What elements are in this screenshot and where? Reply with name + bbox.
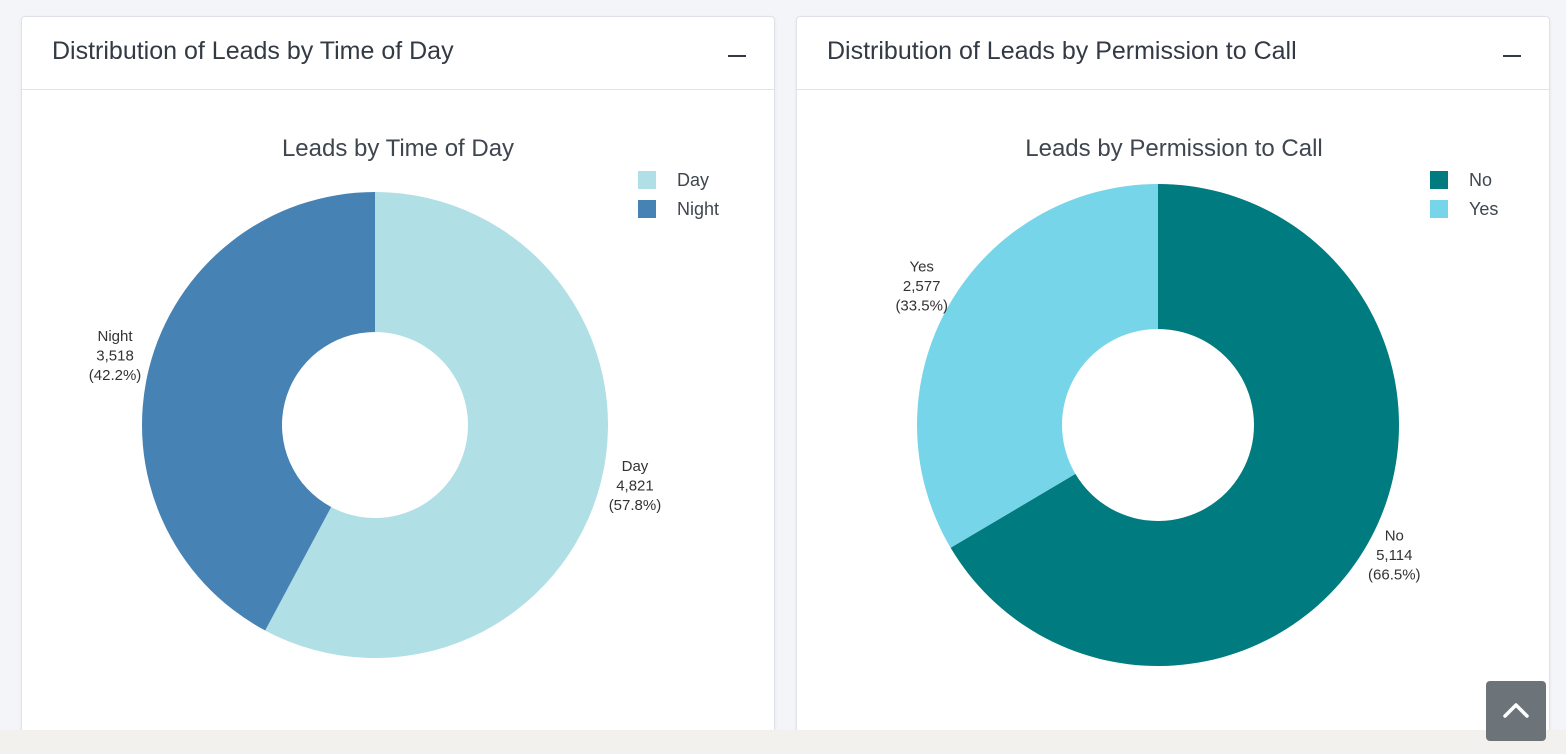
donut-slice-no[interactable] xyxy=(950,184,1399,666)
minus-icon[interactable] xyxy=(726,41,748,63)
slice-label-no: No 5,114 (66.5%) xyxy=(1368,528,1421,584)
card-header: Distribution of Leads by Permission to C… xyxy=(797,17,1549,90)
legend-label-no[interactable]: No xyxy=(1469,170,1492,190)
chart-title: Leads by Permission to Call xyxy=(1025,135,1322,162)
legend-label-day[interactable]: Day xyxy=(677,170,709,190)
chevron-up-icon xyxy=(1503,703,1529,718)
time-of-day-donut-chart: Leads by Time of Day Day 4,821 (57.8%) Night… xyxy=(89,135,719,658)
donut-slice-night[interactable] xyxy=(141,192,375,631)
chart-title: Leads by Time of Day xyxy=(282,135,514,162)
card-header: Distribution of Leads by Time of Day xyxy=(22,17,774,90)
minus-icon[interactable] xyxy=(1501,41,1523,63)
permission-to-call-card: Distribution of Leads by Permission to C… xyxy=(796,16,1550,748)
legend-label-yes[interactable]: Yes xyxy=(1469,199,1498,219)
slice-label-night: Night 3,518 (42.2%) xyxy=(89,328,142,384)
legend-swatch xyxy=(638,200,656,218)
scroll-to-top-button[interactable] xyxy=(1486,681,1546,741)
slice-label-day: Day 4,821 (57.8%) xyxy=(609,458,662,514)
card-title: Distribution of Leads by Permission to C… xyxy=(827,37,1297,65)
slice-label-yes: Yes 2,577 (33.5%) xyxy=(895,258,948,314)
donut-slice-day[interactable] xyxy=(265,192,608,658)
time-of-day-card: Distribution of Leads by Time of Day Lea… xyxy=(21,16,775,748)
legend-swatch xyxy=(638,171,656,189)
legend-swatch xyxy=(1430,171,1448,189)
legend-swatch xyxy=(1430,200,1448,218)
page-footer-strip xyxy=(0,730,1566,754)
legend-label-night[interactable]: Night xyxy=(677,199,719,219)
permission-to-call-donut-chart: Leads by Permission to Call No 5,114 (66.5%… xyxy=(895,135,1498,666)
card-title: Distribution of Leads by Time of Day xyxy=(52,37,454,65)
donut-slice-yes[interactable] xyxy=(917,184,1158,548)
